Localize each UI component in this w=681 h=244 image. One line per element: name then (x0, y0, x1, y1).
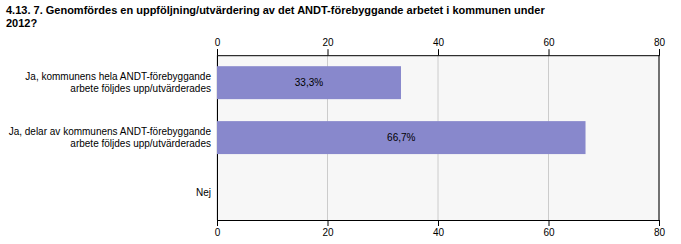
axis-line (218, 221, 660, 227)
tick: 80 (654, 37, 666, 55)
grid (217, 55, 659, 220)
tick-mark (549, 220, 550, 226)
tick: 80 (654, 220, 666, 238)
tick: 20 (322, 220, 334, 238)
tick: 20 (322, 37, 334, 55)
tick-label: 40 (433, 37, 445, 48)
bar (217, 66, 401, 99)
tick-label: 0 (215, 227, 221, 238)
tick: 60 (543, 37, 555, 55)
tick-label: 20 (322, 227, 334, 238)
tick: 0 (215, 37, 221, 55)
tick-label: 80 (654, 227, 666, 238)
tick-mark (549, 49, 550, 55)
y-axis: Ja, kommunens hela ANDT-förebyggandearbe… (9, 56, 218, 221)
plot-background (217, 55, 659, 220)
category-label: Ja, kommunens hela ANDT-förebyggandearbe… (25, 71, 211, 94)
tick: Nej (196, 187, 211, 198)
tick: 0 (215, 220, 221, 238)
tick-label: 60 (543, 227, 555, 238)
tick-label: 80 (654, 37, 666, 48)
tick-label: 40 (433, 227, 445, 238)
title: 4.13. 7. Genomfördes en uppföljning/utvä… (6, 4, 545, 29)
tick-label: 0 (215, 37, 221, 48)
tick: 40 (433, 37, 445, 55)
data-label: 66,7% (387, 132, 415, 143)
tick-mark (217, 220, 218, 226)
tick: 40 (433, 220, 445, 238)
category-label: Nej (196, 187, 211, 198)
bar (217, 121, 586, 154)
tick-mark (438, 220, 439, 226)
axis-line (218, 49, 660, 56)
tick-mark (328, 220, 329, 226)
data-label: 33,3% (295, 77, 323, 88)
tick: Ja, kommunens hela ANDT-förebyggandearbe… (25, 71, 211, 94)
tick-mark (659, 220, 660, 226)
tick-mark (438, 49, 439, 55)
frame-line (659, 55, 660, 220)
grid-line (659, 55, 660, 220)
tick-label: 20 (322, 37, 334, 48)
chart: 4.13. 7. Genomfördes en uppföljning/utvä… (0, 0, 681, 244)
tick-mark (217, 49, 218, 55)
x-axis-bottom: 0 20 40 60 80 (215, 220, 666, 238)
tick-mark (659, 49, 660, 55)
tick-mark (328, 49, 329, 55)
x-axis-top: 0 20 40 60 80 (215, 37, 666, 56)
tick-label: 60 (543, 37, 555, 48)
data-labels: 33,3% 66,7% (295, 77, 416, 143)
bar (217, 176, 218, 209)
tick: Ja, delar av kommunens ANDT-förebyggande… (9, 126, 212, 149)
tick: 60 (543, 220, 555, 238)
category-label: Ja, delar av kommunens ANDT-förebyggande… (9, 126, 212, 149)
plot: 0 20 40 60 80 0 20 40 60 80 Ja, kommunens hela AND… (9, 37, 666, 238)
bars (217, 66, 586, 154)
